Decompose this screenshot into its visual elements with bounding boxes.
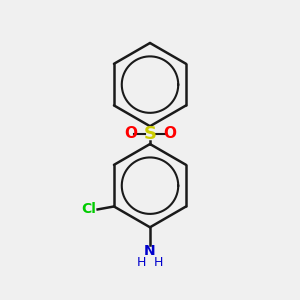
Text: H: H	[154, 256, 163, 269]
Text: O: O	[163, 126, 176, 141]
Text: N: N	[144, 244, 156, 258]
Text: S: S	[143, 125, 157, 143]
Text: O: O	[124, 126, 137, 141]
Text: H: H	[137, 256, 146, 269]
Text: Cl: Cl	[81, 202, 96, 216]
